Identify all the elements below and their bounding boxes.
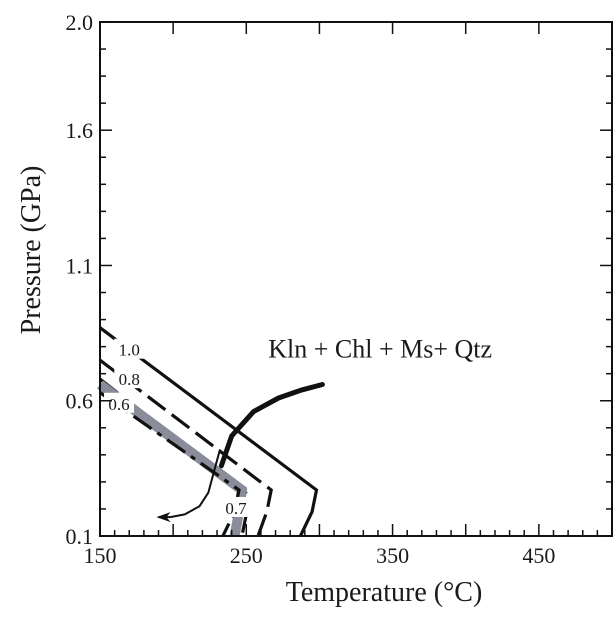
y-tick-label: 1.1 [66,253,94,278]
plot-area [100,22,612,536]
series-layer: 1.0 0.8 0.6 0.7 [97,326,319,537]
reaction-curve [218,382,325,469]
x-tick-label: 250 [230,543,263,568]
x-tick-label: 150 [84,543,117,568]
series-label-0-6: 0.6 [108,395,129,414]
x-tick-label: 450 [522,543,555,568]
x-tick-label: 350 [376,543,409,568]
plot-frame [99,21,613,537]
y-tick-label: 2.0 [66,10,94,35]
y-tick-label: 0.1 [66,524,94,549]
annotation-phase-assemblage: Kln + Chl + Ms+ Qtz [268,334,492,363]
series-label-1-0: 1.0 [119,341,140,360]
series-label-bg [104,392,135,413]
retrograde-arrow [156,449,221,523]
y-tick-label: 1.6 [66,118,94,143]
axis-ticks [99,21,613,537]
series-label-0-8: 0.8 [119,370,140,389]
series-label-bg [114,368,145,389]
series-label-bg [221,496,252,517]
y-axis-title: Pressure (GPa) [16,166,47,335]
series-line-1-0 [99,326,319,537]
series-label-bg [114,338,145,359]
reaction-curve-layer [156,382,325,523]
x-axis-title: Temperature (°C) [286,577,483,608]
series-label-0-7: 0.7 [225,499,247,518]
y-tick-label: 0.6 [66,389,94,414]
series-line-0-8 [99,358,273,537]
tick-labels: 150 250 350 450 0.1 0.6 1.1 1.6 2.0 [66,10,556,568]
